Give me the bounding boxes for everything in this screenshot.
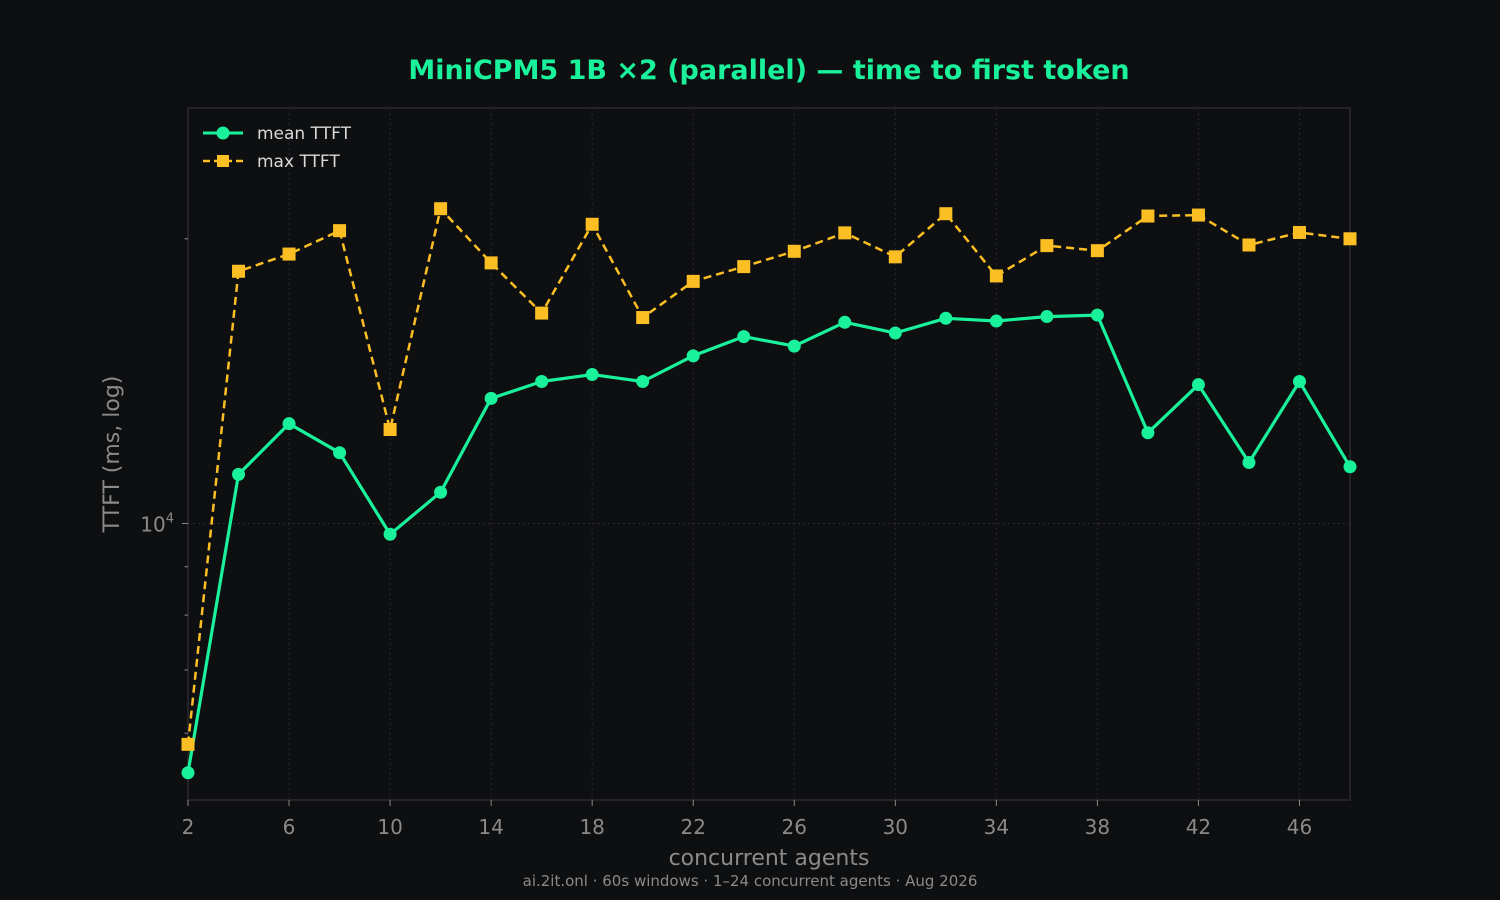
x-tick-label: 10 — [377, 815, 402, 839]
mean-ttft-point — [1343, 460, 1357, 474]
max-ttft-point — [333, 224, 347, 238]
max-ttft-point — [383, 423, 397, 437]
y-tick-label: 104 — [140, 511, 174, 536]
max-ttft-point — [838, 226, 852, 240]
max-ttft-point — [535, 306, 549, 320]
max-ttft-point — [636, 311, 650, 325]
x-tick-label: 30 — [883, 815, 908, 839]
max-ttft-point — [585, 217, 599, 231]
footer-note: ai.2it.onl · 60s windows · 1–24 concurre… — [523, 872, 978, 890]
x-tick-label: 2 — [182, 815, 195, 839]
mean-ttft-point — [939, 311, 953, 325]
legend-mean-marker — [216, 126, 230, 140]
x-tick-label: 38 — [1085, 815, 1110, 839]
chart-title: MiniCPM5 1B ×2 (parallel) — time to firs… — [408, 55, 1129, 86]
y-minor-ticks — [184, 238, 188, 734]
mean-ttft-point — [838, 315, 852, 329]
max-ttft-point — [434, 202, 448, 216]
mean-ttft-point — [232, 467, 246, 481]
x-axis-label: concurrent agents — [669, 846, 870, 871]
mean-ttft-point — [282, 417, 296, 431]
max-ttft-point — [1292, 225, 1306, 239]
max-ttft-point — [939, 207, 953, 221]
x-tick-label: 18 — [579, 815, 604, 839]
legend-mean-label: mean TTFT — [257, 124, 352, 144]
max-ttft-point — [484, 256, 498, 270]
max-ttft-point — [181, 737, 195, 751]
y-axis-label: TTFT (ms, log) — [100, 376, 125, 534]
x-tick-label: 14 — [478, 815, 503, 839]
max-ttft-point — [1141, 209, 1155, 223]
plot-area — [187, 107, 1351, 801]
x-tick-label: 26 — [782, 815, 807, 839]
x-ticks: 2 6 10 14 18 22 26 30 34 38 42 46 — [182, 800, 1312, 839]
mean-ttft-point — [434, 485, 448, 499]
mean-ttft-point — [535, 374, 549, 388]
series-mean-ttft — [181, 308, 1357, 780]
legend: mean TTFT max TTFT — [203, 124, 352, 172]
x-tick-label: 22 — [680, 815, 705, 839]
max-ttft-point — [1191, 208, 1205, 222]
max-ttft-point — [1090, 244, 1104, 258]
max-ttft-point — [888, 250, 902, 264]
mean-ttft-point — [484, 391, 498, 405]
mean-ttft-point — [1090, 308, 1104, 322]
mean-ttft-point — [989, 314, 1003, 328]
mean-ttft-point — [181, 766, 195, 780]
mean-ttft-point — [383, 527, 397, 541]
legend-max-marker — [217, 155, 229, 167]
max-ttft-point — [1040, 239, 1054, 253]
max-ttft-line — [186, 207, 1351, 745]
mean-ttft-point — [1141, 426, 1155, 440]
max-ttft-point — [686, 274, 700, 288]
mean-ttft-point — [1242, 456, 1256, 470]
mean-ttft-point — [686, 349, 700, 363]
x-tick-label: 6 — [283, 815, 296, 839]
max-ttft-point — [787, 244, 801, 258]
mean-ttft-point — [1040, 310, 1054, 324]
max-ttft-point — [989, 269, 1003, 283]
mean-ttft-line — [186, 313, 1352, 773]
max-ttft-point — [737, 260, 751, 274]
legend-max-label: max TTFT — [257, 152, 340, 172]
series — [181, 202, 1357, 780]
max-ttft-point — [1242, 238, 1256, 252]
mean-ttft-point — [333, 446, 347, 460]
mean-ttft-point — [636, 374, 650, 388]
x-tick-label: 34 — [984, 815, 1009, 839]
mean-ttft-point — [888, 326, 902, 340]
y-ticks: 104 — [140, 511, 188, 536]
grid — [187, 108, 1350, 800]
x-tick-label: 46 — [1287, 815, 1312, 839]
mean-ttft-point — [1292, 374, 1306, 388]
max-ttft-point — [232, 264, 246, 278]
max-ttft-point — [1343, 232, 1357, 246]
mean-ttft-point — [787, 339, 801, 353]
max-ttft-point — [282, 247, 296, 261]
mean-ttft-point — [737, 330, 751, 344]
mean-ttft-point — [1191, 378, 1205, 392]
series-max-ttft — [181, 202, 1357, 751]
mean-ttft-point — [585, 368, 599, 382]
x-tick-label: 42 — [1186, 815, 1211, 839]
